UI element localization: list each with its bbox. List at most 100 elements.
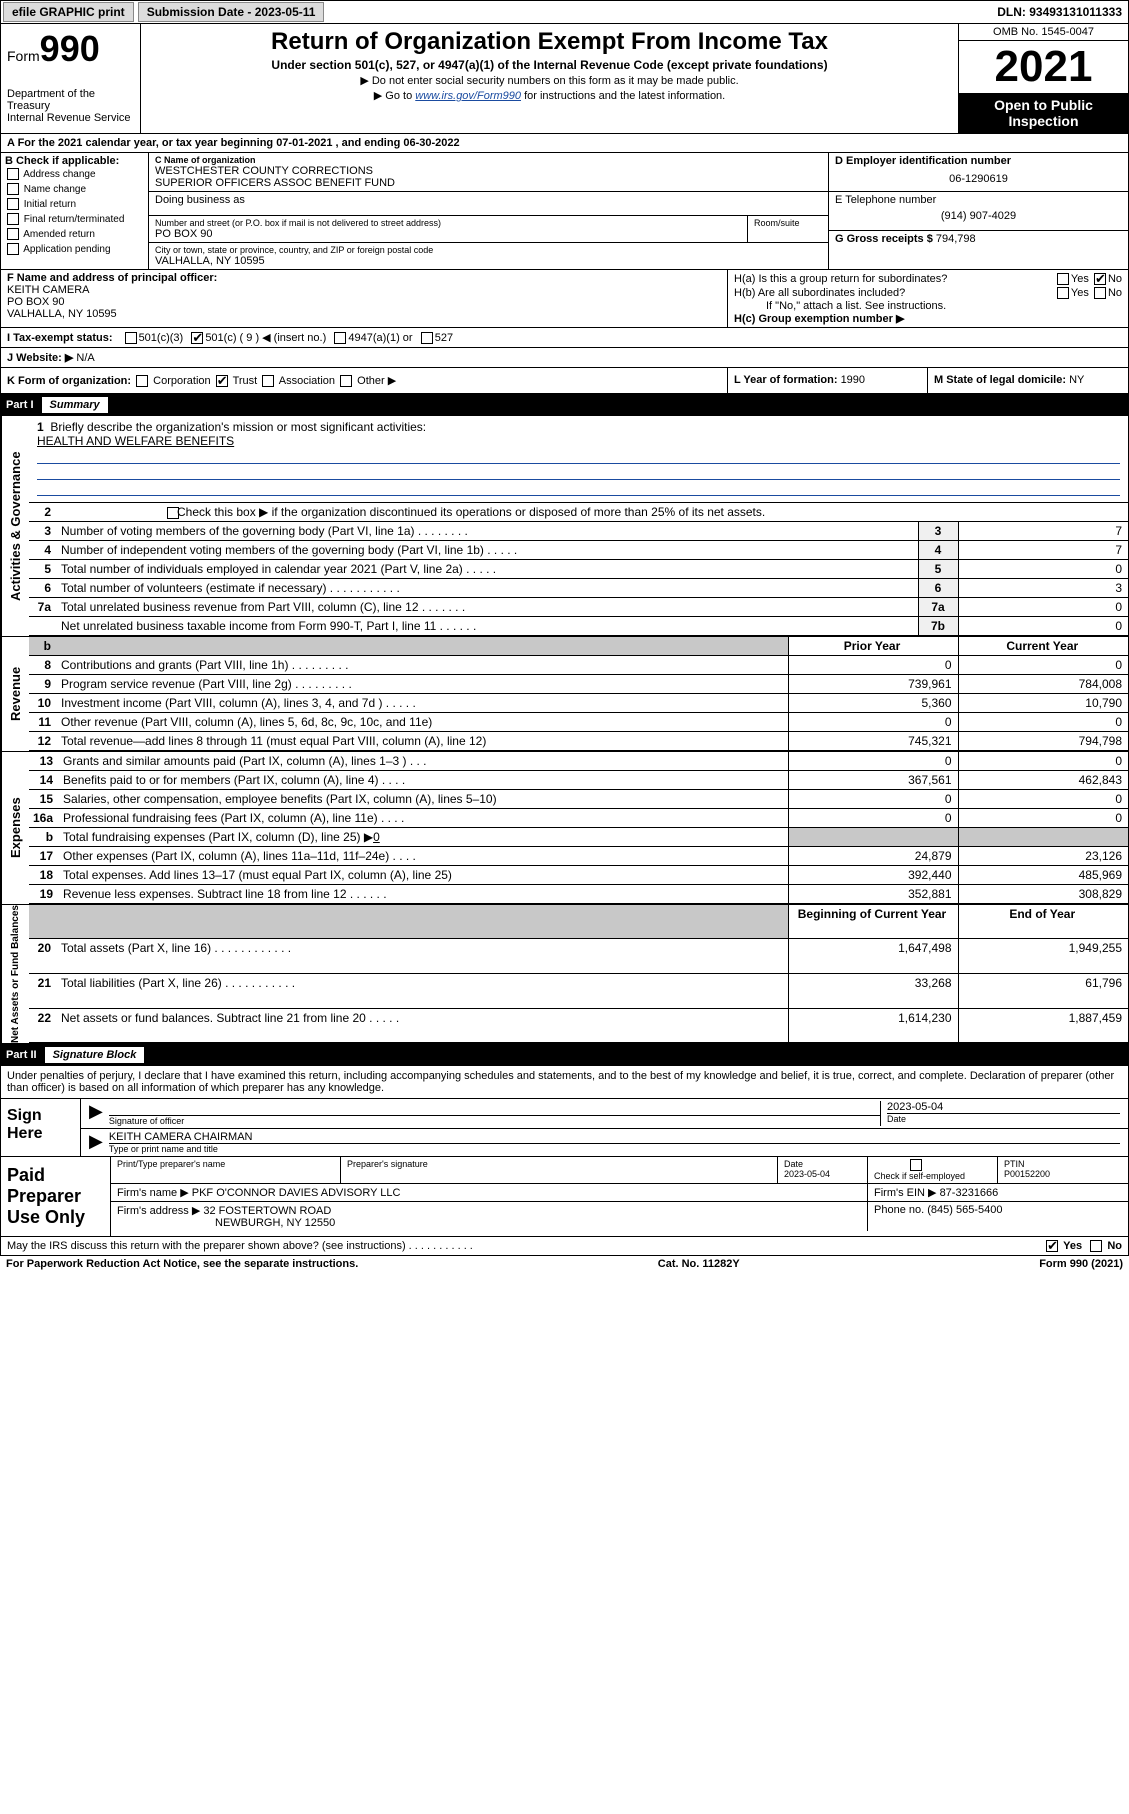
l14: Benefits paid to or for members (Part IX…	[59, 771, 788, 790]
l2-text: Check this box ▶ if the organization dis…	[57, 503, 1128, 522]
l13: Grants and similar amounts paid (Part IX…	[59, 752, 788, 771]
k-corp[interactable]	[136, 375, 148, 387]
l10: Investment income (Part VIII, column (A)…	[57, 694, 788, 713]
firm-addr-lbl: Firm's address ▶	[117, 1205, 200, 1217]
subdate-button[interactable]: Submission Date - 2023-05-11	[138, 2, 325, 22]
k-other[interactable]	[340, 375, 352, 387]
check-final[interactable]	[7, 213, 19, 225]
hb-lbl: H(b) Are all subordinates included?	[734, 287, 905, 299]
m-box: M State of legal domicile: NY	[928, 368, 1128, 393]
self-employed-check[interactable]	[910, 1159, 922, 1171]
line-a: A For the 2021 calendar year, or tax yea…	[0, 134, 1129, 153]
pt-sig-lbl: Preparer's signature	[341, 1157, 778, 1183]
g-lbl: G Gross receipts $	[835, 233, 936, 245]
r20c: 1,949,255	[958, 939, 1128, 974]
v6: 3	[958, 579, 1128, 598]
form-note1: ▶ Do not enter social security numbers o…	[149, 74, 950, 87]
r12p: 745,321	[788, 732, 958, 751]
r10p: 5,360	[788, 694, 958, 713]
form-title: Return of Organization Exempt From Incom…	[149, 28, 950, 56]
form-note2: ▶ Go to www.irs.gov/Form990 for instruct…	[149, 89, 950, 102]
form-header: Form990 Department of the TreasuryIntern…	[0, 24, 1129, 134]
dln-text: DLN: 93493131011333	[997, 5, 1122, 19]
hb-no[interactable]	[1094, 287, 1106, 299]
may-no[interactable]	[1090, 1240, 1102, 1252]
k-trust[interactable]	[216, 375, 228, 387]
col-f: F Name and address of principal officer:…	[1, 270, 728, 327]
r21c: 61,796	[958, 974, 1128, 1009]
r21p: 33,268	[788, 974, 958, 1009]
v4: 7	[958, 541, 1128, 560]
i-501c[interactable]	[191, 332, 203, 344]
public-badge: Open to PublicInspection	[959, 93, 1128, 133]
ha-no[interactable]	[1094, 273, 1106, 285]
r22p: 1,614,230	[788, 1008, 958, 1043]
i-527[interactable]	[421, 332, 433, 344]
signature-block: Under penalties of perjury, I declare th…	[0, 1066, 1129, 1256]
sig-declaration: Under penalties of perjury, I declare th…	[1, 1066, 1128, 1098]
l7b-text: Net unrelated business taxable income fr…	[57, 617, 918, 636]
sig-officer-lbl: Signature of officer	[109, 1115, 880, 1126]
r17p: 24,879	[788, 847, 958, 866]
check-pending[interactable]	[7, 243, 19, 255]
dba-lbl: Doing business as	[155, 194, 822, 206]
line-j: J Website: ▶ N/A	[0, 348, 1129, 368]
r16p: 0	[788, 809, 958, 828]
check-amended[interactable]	[7, 228, 19, 240]
check-name[interactable]	[7, 183, 19, 195]
i-501c3[interactable]	[125, 332, 137, 344]
col-b: B Check if applicable: Address change Na…	[1, 153, 149, 269]
activities-section: Activities & Governance 1 Briefly descri…	[0, 416, 1129, 637]
omb-text: OMB No. 1545-0047	[959, 24, 1128, 41]
v7a: 0	[958, 598, 1128, 617]
l2-check[interactable]	[167, 507, 179, 519]
check-initial[interactable]	[7, 198, 19, 210]
firm-name-lbl: Firm's name ▶	[117, 1187, 189, 1199]
i-4947[interactable]	[334, 332, 346, 344]
k-box: K Form of organization: Corporation Trus…	[1, 368, 728, 393]
l16a: Professional fundraising fees (Part IX, …	[59, 809, 788, 828]
l6-text: Total number of volunteers (estimate if …	[57, 579, 918, 598]
sidebar-netassets: Net Assets or Fund Balances	[1, 905, 29, 1043]
street-lbl: Number and street (or P.O. box if mail i…	[155, 218, 741, 228]
l5-text: Total number of individuals employed in …	[57, 560, 918, 579]
pt-check: Check if self-employed	[868, 1157, 998, 1183]
firm-phone-val: (845) 565-5400	[927, 1204, 1002, 1216]
tax-year: 2021	[959, 41, 1128, 93]
section-fh: F Name and address of principal officer:…	[0, 270, 1129, 328]
dept-text: Department of the TreasuryInternal Reven…	[7, 88, 134, 124]
part2-header: Part IISignature Block	[0, 1044, 1129, 1066]
col-c: C Name of organization WESTCHESTER COUNT…	[149, 153, 828, 269]
k-assoc[interactable]	[262, 375, 274, 387]
efile-button[interactable]: efile GRAPHIC print	[3, 2, 134, 22]
v7b: 0	[958, 617, 1128, 636]
may-yes[interactable]	[1046, 1240, 1058, 1252]
revenue-section: Revenue bPrior YearCurrent Year 8Contrib…	[0, 637, 1129, 752]
may-discuss-row: May the IRS discuss this return with the…	[1, 1236, 1128, 1255]
check-address[interactable]	[7, 168, 19, 180]
l17: Other expenses (Part IX, column (A), lin…	[59, 847, 788, 866]
hb-yes[interactable]	[1057, 287, 1069, 299]
footer-left: For Paperwork Reduction Act Notice, see …	[6, 1258, 358, 1270]
paid-prep-lbl: Paid Preparer Use Only	[1, 1157, 111, 1236]
r16c: 0	[958, 809, 1128, 828]
l22: Net assets or fund balances. Subtract li…	[57, 1008, 788, 1043]
r14c: 462,843	[958, 771, 1128, 790]
form-title-box: Return of Organization Exempt From Incom…	[141, 24, 958, 133]
beg-hdr: Beginning of Current Year	[788, 905, 958, 939]
firm-phone-lbl: Phone no.	[874, 1204, 927, 1216]
ha-yes[interactable]	[1057, 273, 1069, 285]
officer-lbl: Type or print name and title	[109, 1143, 1120, 1154]
firm-addr1: 32 FOSTERTOWN ROAD	[203, 1205, 331, 1217]
irs-link[interactable]: www.irs.gov/Form990	[415, 90, 521, 102]
l-box: L Year of formation: 1990	[728, 368, 928, 393]
d-lbl: D Employer identification number	[835, 155, 1011, 167]
pt-date-val: 2023-05-04	[784, 1169, 830, 1179]
l1-text: Briefly describe the organization's miss…	[50, 420, 426, 434]
r18c: 485,969	[958, 866, 1128, 885]
pt-name-lbl: Print/Type preparer's name	[111, 1157, 341, 1183]
l3-text: Number of voting members of the governin…	[57, 522, 918, 541]
l20: Total assets (Part X, line 16) . . . . .…	[57, 939, 788, 974]
line-i: I Tax-exempt status: 501(c)(3) 501(c) ( …	[0, 328, 1129, 348]
section-abcde: B Check if applicable: Address change Na…	[0, 153, 1129, 270]
